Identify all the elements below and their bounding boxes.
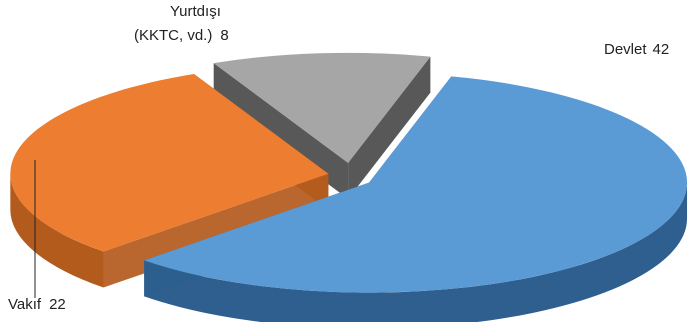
slice-top-devlet [144,76,688,293]
slice-wall-devlet [144,182,688,322]
slice-wall-vakif [10,173,104,288]
label-yurtdisi-line1: Yurtdışı [170,3,221,20]
label-vakif: Vakıf 22 [8,296,66,313]
label-devlet: Devlet 42 [604,41,669,58]
slice-devlet [144,76,688,322]
label-yurtdisi-line2: (KKTC, vd.) 8 [134,27,229,44]
slice-top-vakif [10,74,329,252]
slice-face-yurtdi-i [348,56,431,199]
slices-layer [10,52,688,322]
slice-top-yurtdi-i [213,52,431,163]
